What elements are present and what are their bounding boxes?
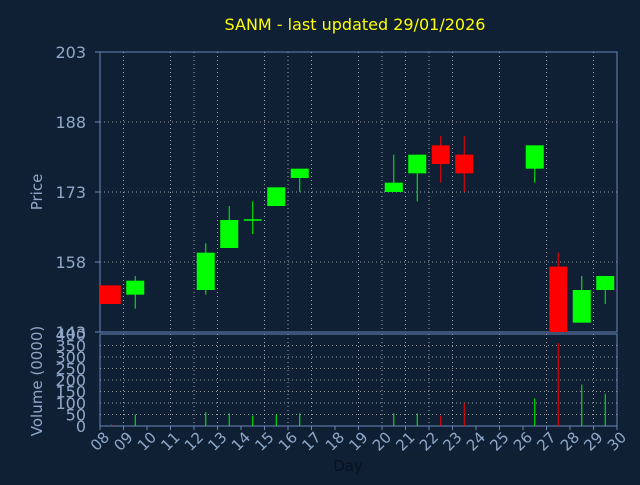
- candle-body: [572, 290, 591, 323]
- volume-tick-label: 300: [55, 348, 86, 367]
- candle-body: [408, 154, 427, 174]
- day-gridlines: [99, 52, 618, 430]
- candle-body: [100, 285, 121, 304]
- candle-body: [126, 280, 145, 295]
- price-tick-labels: 203 188 173 158 143: [55, 43, 86, 342]
- day-tick-labels: 0809101112131415161718192021222324252627…: [87, 428, 630, 454]
- volume-axis-label: Volume (0000): [28, 326, 46, 436]
- candlestick-series: [100, 136, 615, 332]
- candle-body: [384, 182, 403, 192]
- y-axis-label: Price: [28, 174, 46, 211]
- candle-body: [431, 145, 450, 164]
- volume-tick-label: 200: [55, 371, 86, 390]
- price-tick-label: 173: [55, 183, 86, 202]
- x-axis-label: Day: [333, 457, 363, 475]
- candle-body: [549, 266, 568, 332]
- volume-tick-label: 0: [76, 417, 86, 436]
- volume-tick-label: 100: [55, 394, 86, 413]
- candle-body: [220, 220, 239, 248]
- volume-tick-label: 400: [55, 325, 86, 344]
- price-tick-label: 158: [55, 253, 86, 272]
- candle-body: [267, 187, 286, 206]
- price-tick-label: 143: [55, 323, 86, 342]
- price-panel-frame: [99, 51, 618, 333]
- volume-tick-label: 350: [55, 337, 86, 356]
- volume-series: [111, 343, 606, 426]
- candle-body: [525, 145, 544, 169]
- volume-panel-frame: [99, 333, 618, 427]
- price-tick-label: 188: [55, 113, 86, 132]
- volume-tick-label: 50: [66, 406, 86, 425]
- candle-body: [596, 276, 615, 290]
- candle-body: [196, 252, 215, 290]
- volume-tick-label: 250: [55, 360, 86, 379]
- volume-tick-label: 150: [55, 383, 86, 402]
- price-gridlines: [95, 51, 617, 333]
- price-tick-label: 203: [55, 43, 86, 62]
- candle-body: [455, 154, 474, 174]
- candle-body: [290, 168, 309, 178]
- chart-title: SANM - last updated 29/01/2026: [225, 15, 486, 34]
